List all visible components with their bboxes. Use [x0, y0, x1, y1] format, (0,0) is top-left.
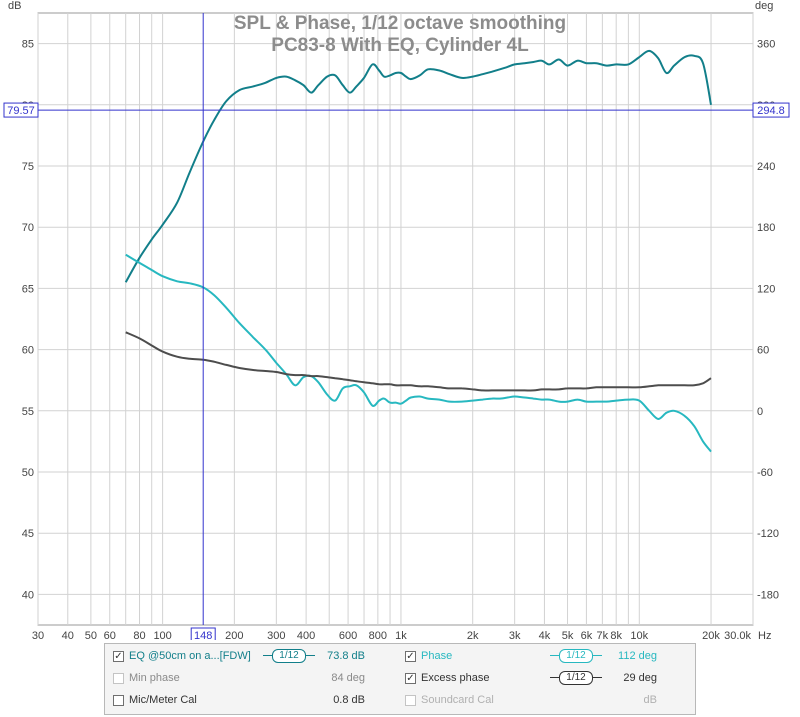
y-right-axis-label: deg [755, 0, 773, 12]
chart-subtitle: PC83-8 With EQ, Cylinder 4L [271, 35, 529, 56]
cursor-left-readout-box [3, 102, 39, 118]
x-tick-label: 2k [467, 630, 479, 640]
phase-series-line [125, 253, 712, 453]
y-right-tick-label: 240 [757, 161, 775, 173]
chart-title: SPL & Phase, 1/12 octave smoothing [234, 13, 566, 34]
y-left-tick-label: 55 [22, 406, 34, 418]
x-tick-label: 8k [610, 630, 622, 640]
cursor-right-readout-box [752, 102, 790, 118]
y-left-tick-label: 60 [22, 345, 34, 357]
x-tick-label: 6k [581, 630, 593, 640]
mic-cal-value: 0.8 dB [333, 694, 365, 706]
excess-phase-label: Excess phase [421, 672, 490, 684]
x-tick-label: 50 [85, 630, 97, 640]
x-tick-label: 100 [153, 630, 171, 640]
phase-value: 112 deg [618, 650, 657, 662]
y-left-tick-label: 75 [22, 161, 34, 173]
spl-phase-chart[interactable]: 85807570656055504540360300240180120600-6… [0, 0, 800, 640]
cursor-right-readout: 294.8 [757, 105, 785, 117]
y-right-tick-label: -60 [757, 467, 773, 479]
legend-row-1: ✓ EQ @50cm on a...[FDW] 1/12 73.8 dB ✓ P… [105, 646, 695, 668]
y-left-tick-label: 85 [22, 39, 34, 51]
y-left-tick-label: 65 [22, 283, 34, 295]
x-tick-label: 40 [62, 630, 74, 640]
x-tick-label: 1k [395, 630, 407, 640]
eq-smoothing-label: 1/12 [279, 650, 299, 661]
x-tick-label: 20k [702, 630, 720, 640]
y-left-tick-label: 50 [22, 467, 34, 479]
legend-row-3: Mic/Meter Cal 0.8 dB Soundcard Cal dB [105, 690, 695, 712]
legend-row-2: Min phase 84 deg ✓ Excess phase 1/12 29 … [105, 668, 695, 690]
x-tick-label: 60 [104, 630, 116, 640]
x-tick-label: 4k [539, 630, 551, 640]
eq-smoothing-button[interactable]: 1/12 [263, 649, 315, 663]
y-right-tick-label: 60 [757, 345, 769, 357]
x-tick-label: 30.0k [724, 630, 751, 640]
min-phase-value: 84 deg [331, 672, 365, 684]
phase-smoothing-button[interactable]: 1/12 [550, 649, 602, 663]
x-tick-label: 30 [32, 630, 44, 640]
cursor-x-readout-box [190, 627, 216, 640]
soundcard-cal-checkbox[interactable] [405, 695, 416, 706]
x-tick-label: 3k [509, 630, 521, 640]
min-phase-label: Min phase [129, 672, 180, 684]
phase-label: Phase [421, 650, 453, 662]
y-right-tick-label: 120 [757, 283, 775, 295]
y-right-tick-label: 180 [757, 222, 775, 234]
y-right-tick-label: -120 [757, 528, 779, 540]
excess-phase-smoothing-label: 1/12 [566, 672, 586, 683]
x-tick-label: 600 [339, 630, 357, 640]
plot-area[interactable] [37, 12, 754, 626]
x-tick-label: 400 [297, 630, 315, 640]
x-tick-label: 200 [225, 630, 243, 640]
phase-smoothing-label: 1/12 [566, 650, 586, 661]
legend-panel: ✓ EQ @50cm on a...[FDW] 1/12 73.8 dB ✓ P… [104, 643, 696, 715]
grid [37, 13, 754, 625]
y-left-axis-label: dB [8, 0, 21, 12]
cursor: 79.57 294.8 148 [3, 13, 790, 640]
x-tick-label: 7k [597, 630, 609, 640]
excess-phase-smoothing-button[interactable]: 1/12 [550, 671, 602, 685]
y-left-tick-label: 45 [22, 528, 34, 540]
soundcard-cal-value: dB [643, 694, 657, 706]
y-left-tick-label: 70 [22, 222, 34, 234]
excess-phase-series-line [125, 331, 712, 392]
min-phase-checkbox[interactable] [113, 673, 124, 684]
eq-checkbox[interactable]: ✓ [113, 651, 124, 662]
x-tick-label: 5k [562, 630, 574, 640]
phase-checkbox[interactable]: ✓ [405, 651, 416, 662]
y-right-tick-label: 0 [757, 406, 763, 418]
soundcard-cal-label: Soundcard Cal [421, 694, 494, 706]
x-axis-unit: Hz [758, 630, 771, 640]
x-tick-label: 10k [630, 630, 648, 640]
x-tick-label: 300 [267, 630, 285, 640]
x-tick-label: 800 [369, 630, 387, 640]
mic-cal-checkbox[interactable] [113, 695, 124, 706]
eq-label: EQ @50cm on a...[FDW] [129, 650, 251, 662]
cursor-left-readout: 79.57 [7, 105, 35, 117]
series-layer [124, 49, 712, 453]
x-tick-label: 80 [133, 630, 145, 640]
eq-series-line [124, 49, 712, 283]
y-left-tick-label: 40 [22, 589, 34, 601]
y-right-tick-label: -180 [757, 589, 779, 601]
eq-value: 73.8 dB [327, 650, 365, 662]
excess-phase-value: 29 deg [623, 672, 657, 684]
y-right-tick-label: 360 [757, 39, 775, 51]
mic-cal-label: Mic/Meter Cal [129, 694, 197, 706]
cursor-x-readout: 148 [194, 630, 212, 640]
excess-phase-checkbox[interactable]: ✓ [405, 673, 416, 684]
